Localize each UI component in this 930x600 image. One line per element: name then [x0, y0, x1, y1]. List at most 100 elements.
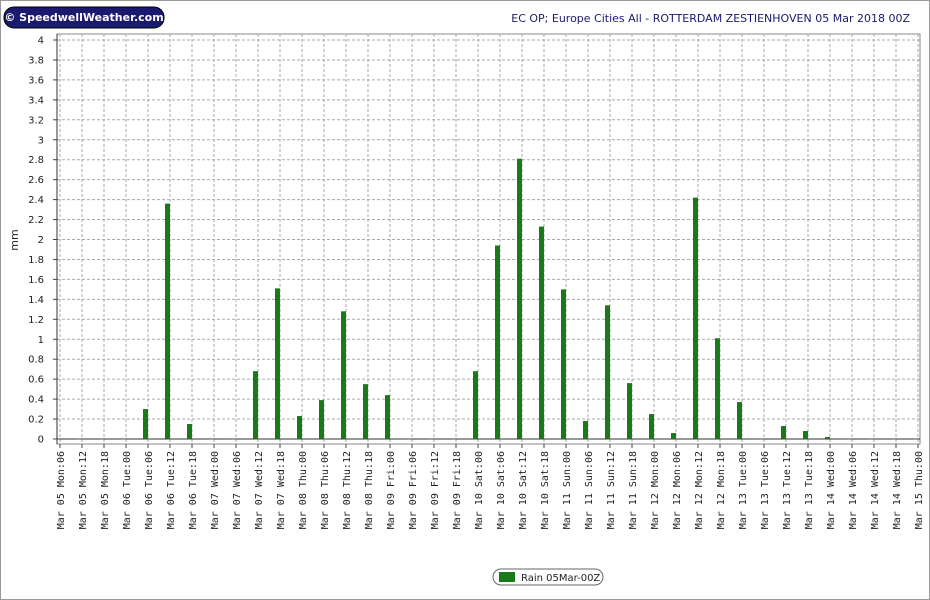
y-tick-label: 0.4 [28, 395, 44, 406]
x-tick-label: Mar 12 Mon:18 [716, 451, 727, 529]
bar [627, 383, 632, 439]
x-tick-label: Mar 11 Sun:00 [562, 451, 573, 529]
bar [209, 439, 214, 440]
x-tick-label: Mar 05 Mon:06 [56, 451, 67, 529]
x-tick-label: Mar 05 Mon:12 [78, 451, 89, 529]
bar [99, 439, 104, 440]
x-tick-label: Mar 10 Sat:12 [518, 451, 529, 529]
x-tick-label: Mar 08 Thu:00 [298, 451, 309, 529]
bar [187, 424, 192, 439]
bar [165, 203, 170, 439]
x-tick-label: Mar 13 Tue:06 [760, 451, 771, 529]
x-tick-label: Mar 09 Fri:00 [386, 451, 397, 529]
bar [121, 439, 126, 440]
y-tick-label: 1 [38, 335, 44, 346]
bar [693, 197, 698, 439]
legend-label: Rain 05Mar-00Z [521, 573, 600, 584]
x-tick-label: Mar 10 Sat:06 [496, 451, 507, 529]
x-tick-label: Mar 06 Tue:00 [122, 451, 133, 529]
x-tick-label: Mar 09 Fri:12 [430, 451, 441, 529]
bar [913, 439, 918, 440]
y-tick-label: 1.6 [28, 275, 44, 286]
bar [649, 414, 654, 439]
bar [583, 421, 588, 439]
y-tick-label: 1.2 [28, 315, 44, 326]
y-tick-label: 2 [38, 235, 44, 246]
bar [143, 409, 148, 439]
y-tick-label: 2.4 [28, 195, 44, 206]
logo: © SpeedwellWeather.com [4, 11, 163, 24]
bar [253, 371, 258, 439]
y-tick-label: 1.8 [28, 255, 44, 266]
bar [715, 338, 720, 439]
x-tick-label: Mar 07 Wed:00 [210, 451, 221, 529]
bar [847, 439, 852, 440]
bar [429, 439, 434, 440]
bar [495, 245, 500, 439]
x-tick-label: Mar 09 Fri:18 [452, 451, 463, 529]
y-tick-label: 4 [38, 36, 44, 47]
logo-badge [3, 6, 165, 29]
bar [605, 305, 610, 439]
bar [297, 416, 302, 439]
x-tick-label: Mar 08 Thu:12 [342, 451, 353, 529]
bar [319, 400, 324, 439]
x-tick-label: Mar 06 Tue:18 [188, 451, 199, 529]
x-tick-label: Mar 10 Sat:18 [540, 451, 551, 529]
x-tick-label: Mar 14 Wed:00 [826, 451, 837, 529]
x-tick-label: Mar 11 Sun:12 [606, 451, 617, 529]
y-tick-label: 3.4 [28, 95, 44, 106]
x-tick-label: Mar 08 Thu:18 [364, 451, 375, 529]
legend-swatch [499, 572, 515, 582]
x-tick-label: Mar 12 Mon:06 [672, 451, 683, 529]
bar [539, 226, 544, 439]
bar [385, 395, 390, 439]
bar [473, 371, 478, 439]
x-tick-label: Mar 15 Thu:00 [914, 451, 925, 529]
bar [869, 439, 874, 440]
bar [737, 402, 742, 439]
x-tick-label: Mar 06 Tue:12 [166, 451, 177, 529]
x-tick-label: Mar 07 Wed:18 [276, 451, 287, 529]
x-tick-label: Mar 09 Fri:06 [408, 451, 419, 529]
y-tick-label: 0.8 [28, 355, 44, 366]
bar [77, 439, 82, 440]
legend: Rain 05Mar-00Z [492, 568, 604, 586]
y-axis-label: mm [8, 229, 21, 250]
y-tick-label: 1.4 [28, 295, 44, 306]
bar [759, 439, 764, 440]
x-tick-label: Mar 06 Tue:06 [144, 451, 155, 529]
bar [275, 288, 280, 439]
x-tick-label: Mar 10 Sat:00 [474, 451, 485, 529]
x-tick-label: Mar 11 Sun:06 [584, 451, 595, 529]
bar [803, 431, 808, 439]
chart-title: EC OP; Europe Cities All - ROTTERDAM ZES… [511, 12, 910, 25]
bar [231, 439, 236, 440]
bar [363, 384, 368, 439]
x-tick-label: Mar 11 Sun:18 [628, 451, 639, 529]
y-tick-label: 3 [38, 135, 44, 146]
x-tick-label: Mar 08 Thu:06 [320, 451, 331, 529]
bar [561, 289, 566, 439]
x-tick-label: Mar 12 Mon:12 [694, 451, 705, 529]
x-tick-label: Mar 14 Wed:18 [892, 451, 903, 529]
x-tick-label: Mar 07 Wed:12 [254, 451, 265, 529]
y-tick-label: 0.2 [28, 415, 44, 426]
y-tick-label: 2.6 [28, 175, 44, 186]
bar [781, 426, 786, 439]
bar [341, 311, 346, 439]
x-tick-label: Mar 05 Mon:18 [100, 451, 111, 529]
x-tick-label: Mar 14 Wed:12 [870, 451, 881, 529]
bar [407, 439, 412, 440]
y-tick-label: 3.8 [28, 55, 44, 66]
y-tick-label: 2.8 [28, 155, 44, 166]
bar [517, 158, 522, 439]
bar [55, 439, 60, 440]
x-tick-label: Mar 07 Wed:06 [232, 451, 243, 529]
bar [451, 439, 456, 440]
x-tick-label: Mar 14 Wed:06 [848, 451, 859, 529]
x-tick-label: Mar 13 Tue:12 [782, 451, 793, 529]
y-tick-label: 0 [38, 435, 44, 446]
x-tick-label: Mar 13 Tue:00 [738, 451, 749, 529]
y-tick-label: 3.6 [28, 75, 44, 86]
